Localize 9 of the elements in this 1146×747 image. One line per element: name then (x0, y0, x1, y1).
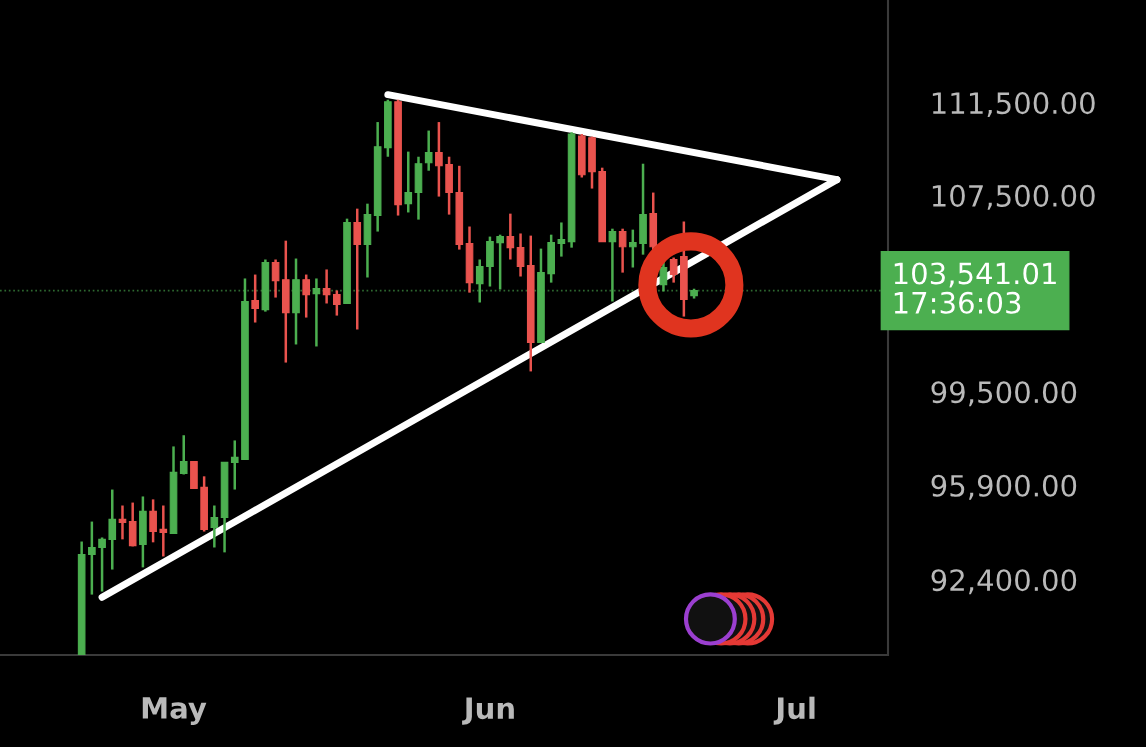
y-tick-label: 92,400.00 (931, 569, 1077, 595)
x-tick-label: Jul (773, 696, 815, 725)
y-tick-label: 99,500.00 (931, 381, 1077, 407)
ref-line-label: 103,541.01 17:36:03 (894, 262, 1056, 314)
x-tick-label: May (142, 697, 207, 725)
y-tick-label: 111,500.00 (932, 92, 1095, 118)
x-tick-label: Jun (462, 697, 514, 725)
y-tick-label: 95,900.00 (931, 474, 1077, 500)
y-tick-label: 107,500.00 (932, 184, 1095, 210)
